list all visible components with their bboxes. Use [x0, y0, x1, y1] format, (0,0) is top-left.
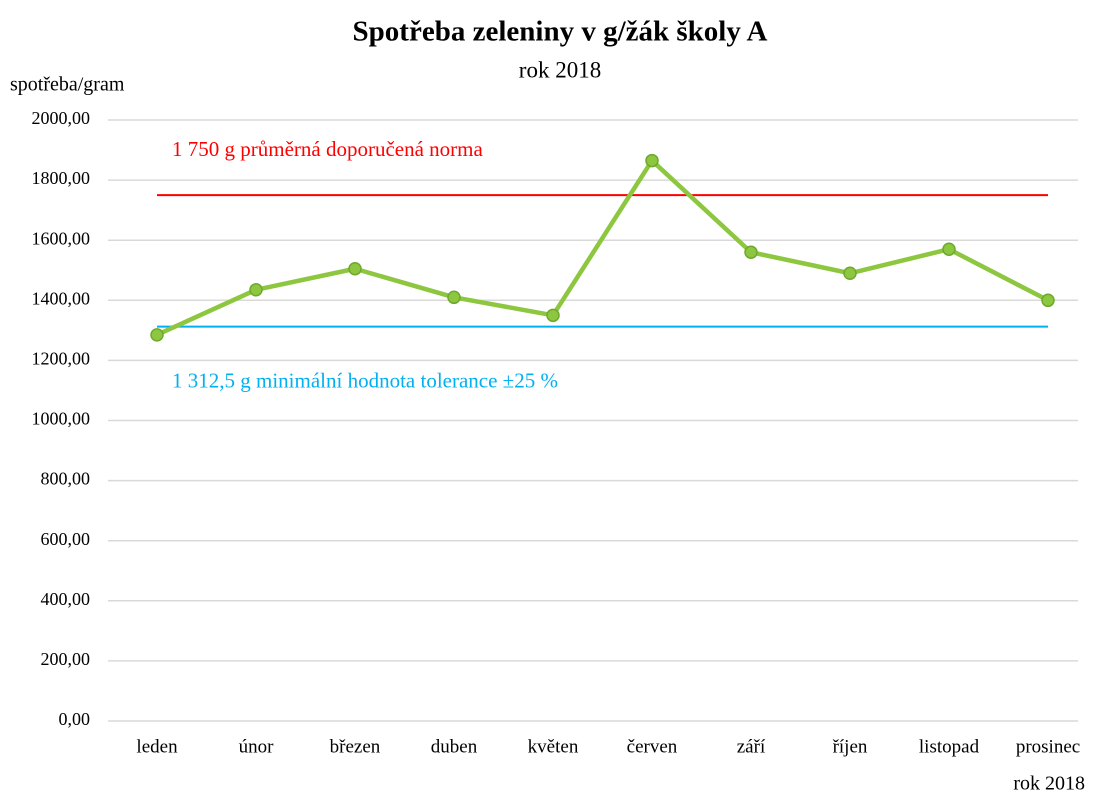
x-tick-label: říjen [833, 736, 868, 757]
data-point [348, 261, 362, 276]
data-point [843, 266, 857, 281]
data-point [744, 245, 758, 259]
y-tick-label: 1600,00 [32, 228, 91, 248]
data-point [150, 328, 164, 342]
data-point [447, 290, 461, 305]
chart-title: Spotřeba zeleniny v g/žák školy A [353, 16, 768, 48]
reference-label: 1 750 g průměrná doporučená norma [172, 137, 483, 161]
y-tick-label: 2000,00 [32, 108, 91, 128]
y-tick-label: 1200,00 [32, 349, 91, 369]
x-tick-label: únor [239, 736, 275, 757]
x-tick-label: duben [431, 736, 478, 757]
data-point [249, 283, 263, 297]
x-axis-label: rok 2018 [1013, 773, 1085, 795]
reference-label: 1 312,5 g minimální hodnota tolerance ±2… [172, 368, 558, 392]
x-tick-label: leden [136, 736, 178, 757]
y-tick-label: 200,00 [41, 649, 91, 669]
y-tick-label: 1800,00 [32, 168, 91, 188]
y-tick-label: 1000,00 [32, 409, 91, 429]
x-tick-label: září [737, 736, 766, 757]
x-tick-label: červen [627, 736, 678, 757]
data-point [942, 242, 956, 256]
y-axis-label: spotřeba/gram [10, 74, 125, 96]
data-point [645, 153, 659, 168]
x-tick-label: prosinec [1016, 736, 1080, 757]
x-tick-label: listopad [919, 736, 980, 757]
x-tick-label: květen [528, 736, 579, 757]
data-point [546, 308, 560, 323]
chart-subtitle: rok 2018 [519, 57, 601, 82]
series-line [156, 158, 1050, 337]
x-tick-label: březen [330, 736, 381, 757]
y-tick-label: 0,00 [59, 709, 91, 729]
y-tick-label: 1400,00 [32, 288, 91, 308]
y-tick-label: 800,00 [41, 469, 91, 489]
data-point [1041, 293, 1055, 308]
y-tick-label: 400,00 [41, 589, 91, 609]
y-tick-label: 600,00 [41, 529, 91, 549]
